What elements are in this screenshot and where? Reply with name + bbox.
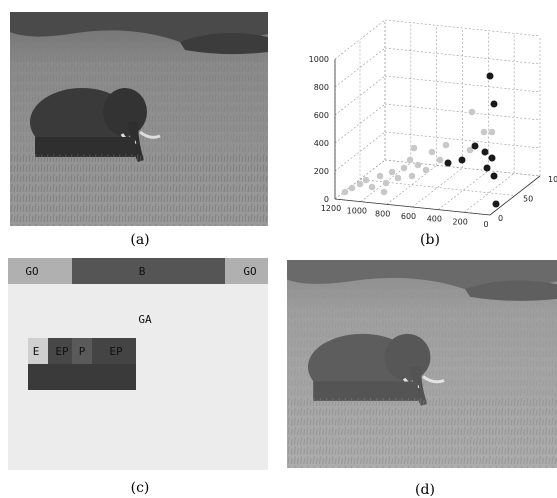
segmentation-map: GO B GO GA E EP P EP <box>8 258 268 470</box>
scatter-3d: 0 200 400 600 800 1000 1200 1000 800 600 400 200 0 0 5… <box>309 20 557 229</box>
y-tick-label: 0 <box>498 214 503 223</box>
region-label: GO <box>25 265 38 278</box>
x-tick-label: 1000 <box>347 207 367 216</box>
grid-line <box>438 171 488 210</box>
photo-original <box>10 12 268 226</box>
region-label: B <box>139 265 146 278</box>
caption: (b) <box>420 232 440 248</box>
photo-result <box>287 260 557 468</box>
region <box>72 258 225 284</box>
z-tick-label: 200 <box>314 167 329 176</box>
region-label: P <box>79 345 86 358</box>
x-tick-label: 600 <box>401 212 416 221</box>
caption: (c) <box>131 480 150 496</box>
x-tick-label: 1200 <box>321 204 341 213</box>
light-points <box>342 109 496 196</box>
dark-points <box>445 73 500 208</box>
region-label: GA <box>138 313 152 326</box>
region-label: EP <box>55 345 69 358</box>
x-tick-label: 0 <box>483 220 488 229</box>
page: {"panels": { "a": {"caption": "(a)"}, "b… <box>0 0 557 498</box>
points <box>342 73 500 208</box>
z-tick-label: 600 <box>314 111 329 120</box>
region-label: GO <box>243 265 256 278</box>
z-tick-label: 800 <box>314 83 329 92</box>
region-label: EP <box>109 345 123 358</box>
x-tick-label: 200 <box>453 217 468 226</box>
y-tick-label: 100 <box>548 175 557 184</box>
figure: (a) 020040060080010001200100080060040020… <box>0 0 557 498</box>
region <box>8 258 72 284</box>
x-tick-label: 400 <box>427 215 442 224</box>
caption: (d) <box>415 482 435 498</box>
z-tick-label: 400 <box>314 139 329 148</box>
z-tick-label: 0 <box>324 195 329 204</box>
z-tick-label: 1000 <box>309 55 329 64</box>
region-label: E <box>33 345 40 358</box>
caption: (a) <box>130 232 149 248</box>
x-tick-label: 800 <box>375 209 390 218</box>
y-tick-label: 50 <box>523 195 533 204</box>
